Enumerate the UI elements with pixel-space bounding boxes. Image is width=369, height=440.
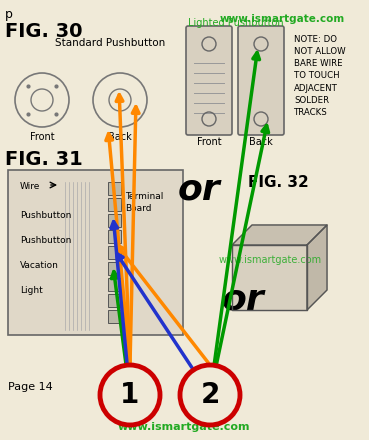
Bar [108, 230, 121, 243]
FancyBboxPatch shape [186, 26, 232, 135]
Text: FIG. 30: FIG. 30 [5, 22, 83, 41]
Text: www.ismartgate.com: www.ismartgate.com [118, 422, 250, 432]
Text: or: or [222, 282, 265, 316]
Polygon shape [307, 225, 327, 310]
Text: or: or [178, 172, 221, 206]
Text: Standard Pushbutton: Standard Pushbutton [55, 38, 165, 48]
Text: Vacation: Vacation [20, 260, 59, 269]
Polygon shape [232, 245, 307, 310]
Text: Terminal
Board: Terminal Board [125, 192, 163, 213]
Bar [8, 170, 183, 335]
Polygon shape [232, 225, 327, 245]
Text: Front: Front [197, 137, 221, 147]
Text: Back: Back [108, 132, 132, 142]
Text: Page 14: Page 14 [8, 382, 53, 392]
Bar [108, 278, 121, 291]
Bar [108, 262, 121, 275]
Bar [108, 246, 121, 259]
Text: Pushbutton: Pushbutton [20, 235, 71, 245]
Text: Front: Front [30, 132, 54, 142]
Bar [108, 198, 121, 211]
Text: NOTE: DO
NOT ALLOW
BARE WIRE
TO TOUCH
ADJACENT
SOLDER
TRACKS: NOTE: DO NOT ALLOW BARE WIRE TO TOUCH AD… [294, 35, 346, 117]
Text: FIG. 32: FIG. 32 [248, 175, 309, 190]
Bar [108, 214, 121, 227]
Bar [108, 310, 121, 323]
Circle shape [180, 365, 240, 425]
Text: Light: Light [20, 286, 43, 294]
FancyBboxPatch shape [238, 26, 284, 135]
Bar [108, 294, 121, 307]
Text: Wire: Wire [20, 182, 40, 191]
Text: www.ismartgate.com: www.ismartgate.com [220, 14, 345, 24]
Text: Pushbutton: Pushbutton [20, 210, 71, 220]
Text: 2: 2 [200, 381, 220, 409]
Text: Lighted Pushbutton: Lighted Pushbutton [188, 18, 284, 28]
Text: Back: Back [249, 137, 273, 147]
Text: www.ismartgate.com: www.ismartgate.com [218, 255, 321, 265]
Text: p: p [5, 8, 13, 21]
Text: FIG. 31: FIG. 31 [5, 150, 83, 169]
Text: 1: 1 [120, 381, 139, 409]
Bar [108, 182, 121, 195]
Circle shape [100, 365, 160, 425]
